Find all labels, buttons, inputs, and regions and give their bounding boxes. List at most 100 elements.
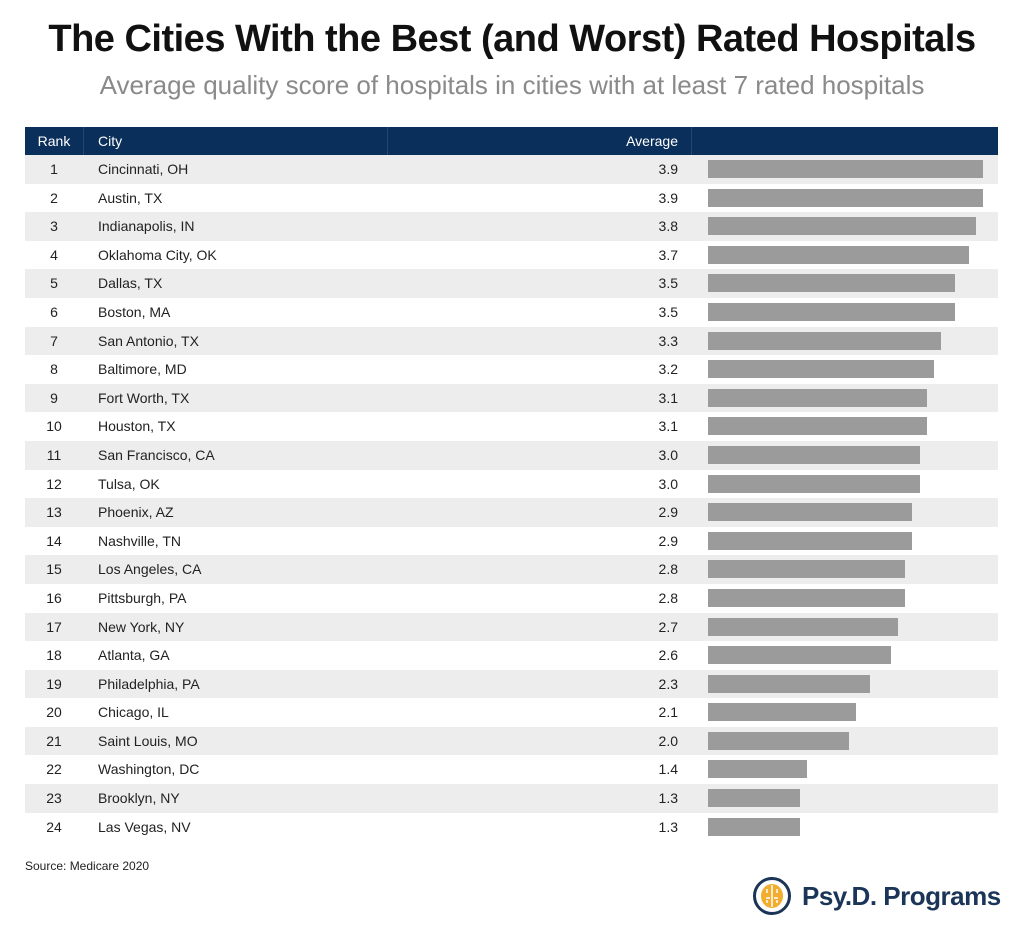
city-cell: Chicago, IL bbox=[98, 704, 169, 721]
table-row: 8 Baltimore, MD 3.2 bbox=[25, 355, 998, 384]
score-bar bbox=[708, 760, 807, 779]
rank-cell: 12 bbox=[46, 475, 62, 492]
score-bar bbox=[708, 646, 892, 665]
rank-cell: 9 bbox=[50, 389, 58, 406]
average-cell: 1.3 bbox=[658, 818, 678, 835]
city-cell: Las Vegas, NV bbox=[98, 818, 191, 835]
score-bar bbox=[708, 417, 927, 436]
score-bar bbox=[708, 445, 920, 464]
rank-cell: 19 bbox=[46, 675, 62, 692]
table-header: Rank City Average bbox=[25, 127, 998, 155]
city-cell: Indianapolis, IN bbox=[98, 218, 195, 235]
score-bar bbox=[708, 302, 955, 321]
table-row: 23 Brooklyn, NY 1.3 bbox=[25, 784, 998, 813]
score-bar bbox=[708, 560, 906, 579]
header-city: City bbox=[98, 133, 123, 149]
table-row: 24 Las Vegas, NV 1.3 bbox=[25, 813, 998, 842]
city-cell: Tulsa, OK bbox=[98, 475, 160, 492]
rank-cell: 13 bbox=[46, 504, 62, 521]
city-cell: Cincinnati, OH bbox=[98, 161, 189, 177]
table-row: 11 San Francisco, CA 3.0 bbox=[25, 440, 998, 470]
city-cell: Los Angeles, CA bbox=[98, 561, 202, 578]
city-cell: Phoenix, AZ bbox=[98, 504, 174, 521]
table-body: 1 Cincinnati, OH 3.9 2 Austin, TX 3.9 3 Indiana… bbox=[25, 155, 998, 841]
rank-cell: 7 bbox=[50, 332, 58, 349]
chart-subtitle: Average quality score of hospitals in ci… bbox=[99, 70, 925, 100]
score-bar bbox=[708, 331, 941, 350]
table-row: 16 Pittsburgh, PA 2.8 bbox=[25, 584, 998, 613]
city-cell: Washington, DC bbox=[98, 761, 200, 778]
table-row: 7 San Antonio, TX 3.3 bbox=[25, 326, 998, 356]
city-cell: Houston, TX bbox=[98, 418, 176, 435]
score-bar bbox=[708, 188, 983, 207]
header-divider bbox=[387, 127, 388, 155]
city-cell: Saint Louis, MO bbox=[98, 732, 198, 749]
score-bar bbox=[708, 588, 906, 607]
table-row: 20 Chicago, IL 2.1 bbox=[25, 698, 998, 727]
chart-title: The Cities With the Best (and Worst) Rat… bbox=[48, 18, 976, 60]
average-cell: 2.6 bbox=[658, 647, 678, 664]
rank-cell: 10 bbox=[46, 418, 62, 435]
average-cell: 3.3 bbox=[658, 332, 678, 349]
city-cell: Boston, MA bbox=[98, 303, 171, 320]
table-row: 5 Dallas, TX 3.5 bbox=[25, 269, 998, 298]
rank-cell: 22 bbox=[46, 761, 62, 778]
average-cell: 3.5 bbox=[658, 303, 678, 320]
score-bar bbox=[708, 217, 976, 236]
header-divider bbox=[691, 127, 692, 155]
score-bar bbox=[708, 388, 927, 407]
average-cell: 1.4 bbox=[658, 761, 678, 778]
logo: Psy.D. Programs bbox=[752, 876, 1001, 916]
rank-cell: 16 bbox=[46, 589, 62, 606]
rank-cell: 11 bbox=[46, 446, 62, 463]
ranking-table: Rank City Average 1 Cincinnati, OH 3.9 2 Aus… bbox=[25, 127, 998, 841]
table-row: 9 Fort Worth, TX 3.1 bbox=[25, 383, 998, 413]
table-row: 14 Nashville, TN 2.9 bbox=[25, 527, 998, 556]
table-row: 13 Phoenix, AZ 2.9 bbox=[25, 498, 998, 527]
rank-cell: 1 bbox=[50, 161, 58, 177]
table-row: 17 New York, NY 2.7 bbox=[25, 612, 998, 642]
rank-cell: 18 bbox=[46, 647, 62, 664]
rank-cell: 24 bbox=[46, 818, 62, 835]
average-cell: 2.8 bbox=[658, 589, 678, 606]
score-bar bbox=[708, 617, 899, 636]
average-cell: 3.0 bbox=[658, 446, 678, 463]
table-row: 19 Philadelphia, PA 2.3 bbox=[25, 669, 998, 699]
average-cell: 2.7 bbox=[658, 618, 678, 635]
header-divider bbox=[83, 127, 84, 155]
rank-cell: 14 bbox=[46, 532, 62, 549]
city-cell: Atlanta, GA bbox=[98, 647, 170, 664]
rank-cell: 15 bbox=[46, 561, 62, 578]
average-cell: 3.1 bbox=[658, 389, 678, 406]
average-cell: 3.8 bbox=[658, 218, 678, 235]
city-cell: Nashville, TN bbox=[98, 532, 181, 549]
rank-cell: 20 bbox=[46, 704, 62, 721]
city-cell: Oklahoma City, OK bbox=[98, 246, 217, 263]
average-cell: 2.9 bbox=[658, 532, 678, 549]
brain-icon bbox=[753, 877, 791, 915]
city-cell: Fort Worth, TX bbox=[98, 389, 190, 406]
city-cell: New York, NY bbox=[98, 618, 185, 635]
city-cell: Pittsburgh, PA bbox=[98, 589, 187, 606]
average-cell: 3.9 bbox=[658, 161, 678, 177]
score-bar bbox=[708, 703, 857, 722]
table-row: 15 Los Angeles, CA 2.8 bbox=[25, 555, 998, 584]
score-bar bbox=[708, 817, 800, 836]
rank-cell: 3 bbox=[50, 218, 58, 235]
city-cell: Brooklyn, NY bbox=[98, 790, 180, 807]
average-cell: 3.7 bbox=[658, 246, 678, 263]
table-row: 4 Oklahoma City, OK 3.7 bbox=[25, 241, 998, 270]
table-row: 2 Austin, TX 3.9 bbox=[25, 184, 998, 213]
average-cell: 2.0 bbox=[658, 732, 678, 749]
score-bar bbox=[708, 274, 955, 293]
city-cell: San Antonio, TX bbox=[98, 332, 199, 349]
table-row: 21 Saint Louis, MO 2.0 bbox=[25, 726, 998, 756]
table-row: 18 Atlanta, GA 2.6 bbox=[25, 641, 998, 670]
average-cell: 2.1 bbox=[658, 704, 678, 721]
rank-cell: 21 bbox=[46, 732, 62, 749]
rank-cell: 8 bbox=[50, 361, 58, 378]
rank-cell: 4 bbox=[50, 246, 58, 263]
rank-cell: 23 bbox=[46, 790, 62, 807]
header-average: Average bbox=[626, 133, 678, 149]
average-cell: 3.9 bbox=[658, 189, 678, 206]
